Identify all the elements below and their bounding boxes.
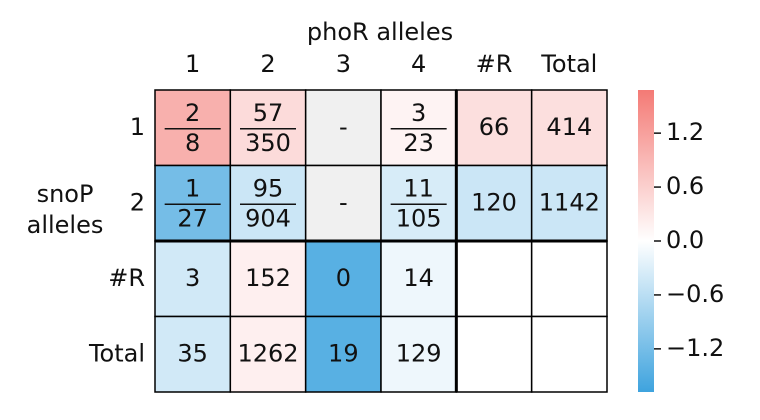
cell-label: 66	[479, 113, 510, 141]
row-label: 2	[130, 188, 145, 216]
cell-label: 0	[336, 264, 351, 292]
cell	[530, 164, 608, 242]
cell-label: 3	[185, 264, 200, 292]
cell-numerator: 95	[253, 174, 284, 202]
cell-label: 152	[245, 264, 291, 292]
colorbar-tick-label: −1.2	[666, 334, 724, 362]
cell	[455, 164, 533, 242]
colorbar-tick-label: −0.6	[666, 280, 724, 308]
row-label: Total	[88, 339, 145, 367]
cell-label: 14	[403, 264, 434, 292]
row-label: 1	[130, 113, 145, 141]
column-label: 2	[260, 50, 275, 78]
cell	[380, 89, 458, 167]
cell	[455, 315, 533, 393]
column-label: 3	[336, 50, 351, 78]
cell-label: 1142	[539, 188, 600, 216]
colorbar-tick-label: 0.6	[666, 172, 704, 200]
cell	[154, 315, 232, 393]
cell-label: 19	[328, 339, 359, 367]
cell	[229, 89, 307, 167]
y-axis-title: snoP	[37, 180, 94, 208]
cell-label: -	[339, 188, 348, 216]
cell	[154, 240, 232, 318]
cell-numerator: 1	[185, 174, 200, 202]
cell-numerator: 3	[411, 99, 426, 127]
cell-numerator: 57	[253, 99, 284, 127]
cell	[530, 315, 608, 393]
cell	[530, 240, 608, 318]
colorbar-tick-label: 1.2	[666, 118, 704, 146]
cell-numerator: 2	[185, 99, 200, 127]
cell-label: 35	[177, 339, 208, 367]
column-label: Total	[540, 50, 597, 78]
column-label: #R	[476, 50, 513, 78]
cell	[304, 89, 382, 167]
cell	[229, 315, 307, 393]
cell	[304, 164, 382, 242]
cell-denominator: 23	[403, 129, 434, 157]
cell	[154, 89, 232, 167]
colorbar	[638, 90, 654, 392]
cell	[229, 240, 307, 318]
y-axis-title: alleles	[27, 211, 104, 239]
cell-denominator: 904	[245, 204, 291, 232]
cell-denominator: 27	[177, 204, 208, 232]
colorbar-tick-label: 0.0	[666, 226, 704, 254]
cell	[455, 240, 533, 318]
cell-label: -	[339, 113, 348, 141]
row-label: #R	[108, 264, 145, 292]
cell-denominator: 350	[245, 129, 291, 157]
x-axis-title: phoR alleles	[307, 18, 453, 46]
column-label: 4	[411, 50, 426, 78]
column-label: 1	[185, 50, 200, 78]
cell-label: 414	[546, 113, 592, 141]
cell-numerator: 11	[403, 174, 434, 202]
cell-label: 120	[471, 188, 517, 216]
cell-label: 1262	[237, 339, 298, 367]
cell-denominator: 105	[396, 204, 442, 232]
cell-label: 129	[396, 339, 442, 367]
cell-denominator: 8	[185, 129, 200, 157]
